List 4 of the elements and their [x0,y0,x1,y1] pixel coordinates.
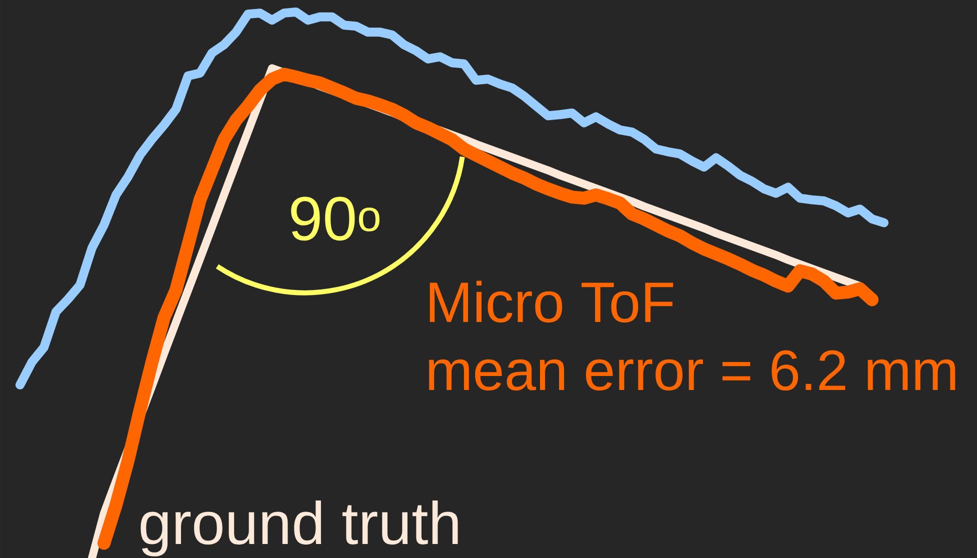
annotation: mean error = 6.2 mm [428,350,956,391]
annotation: 90$^{o}$ [291,196,380,241]
series-label: Micro ToF [430,280,674,323]
series-label: ground truth [140,500,458,556]
